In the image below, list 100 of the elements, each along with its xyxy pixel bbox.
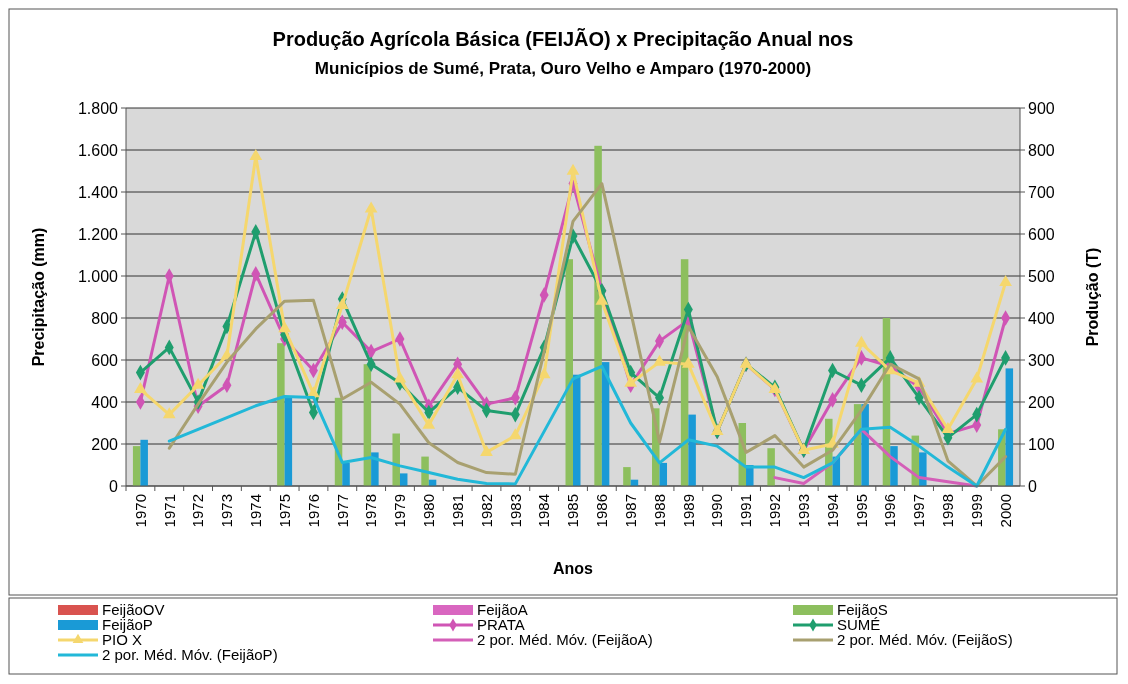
x-tick-label: 1971 bbox=[160, 494, 178, 528]
y2-tick-label: 400 bbox=[1028, 309, 1055, 327]
point bbox=[682, 356, 695, 368]
x-tick-label: 1990 bbox=[708, 494, 726, 528]
bar bbox=[1005, 368, 1014, 486]
point bbox=[710, 424, 724, 436]
point bbox=[855, 335, 868, 347]
bar bbox=[767, 448, 775, 486]
y2-tick-label: 900 bbox=[1028, 99, 1055, 117]
point bbox=[451, 367, 464, 379]
x-tick-label: 1974 bbox=[247, 494, 265, 528]
point bbox=[162, 407, 176, 419]
x-tick-label: 1998 bbox=[939, 494, 957, 528]
bar bbox=[919, 452, 927, 486]
y-tick-label: 400 bbox=[91, 393, 119, 411]
point bbox=[508, 428, 522, 440]
x-tick-label: 1988 bbox=[650, 494, 668, 528]
x-tick-label: 1970 bbox=[131, 494, 149, 528]
y-tick-label: 1.600 bbox=[77, 141, 119, 159]
x-tick-label: 1994 bbox=[823, 494, 841, 528]
x-tick-label: 1996 bbox=[881, 494, 899, 528]
point bbox=[970, 371, 984, 383]
y2-tick-label: 500 bbox=[1028, 267, 1055, 285]
bar bbox=[392, 433, 400, 486]
y2-tick-label: 800 bbox=[1028, 141, 1055, 159]
point bbox=[797, 442, 811, 454]
x-tick-label: 1981 bbox=[448, 494, 466, 528]
x-tick-label: 1999 bbox=[967, 494, 985, 528]
point bbox=[595, 293, 609, 305]
chart-subtitle: Municípios de Sumé, Prata, Ouro Velho e Amparo (1970-2000) bbox=[314, 59, 812, 78]
point bbox=[191, 377, 205, 389]
x-tick-label: 1972 bbox=[189, 494, 207, 528]
x-tick-label: 1976 bbox=[304, 494, 322, 528]
chart-title: Produção Agrícola Básica (FEIJÃO) x Precipitação Anual nos bbox=[272, 28, 854, 50]
point bbox=[364, 201, 378, 213]
bar bbox=[342, 462, 350, 486]
point bbox=[278, 321, 291, 333]
x-tick-label: 1982 bbox=[477, 494, 495, 528]
x-tick-label: 1985 bbox=[564, 494, 582, 528]
point bbox=[566, 163, 580, 175]
bar bbox=[623, 467, 631, 486]
y-tick-label: 1.400 bbox=[77, 183, 119, 201]
bar bbox=[140, 439, 148, 486]
point bbox=[393, 371, 407, 383]
y2-tick-label: 0 bbox=[1028, 477, 1037, 495]
x-tick-label: 1984 bbox=[535, 494, 553, 528]
x-tick-label: 1975 bbox=[275, 494, 293, 528]
y-tick-label: 0 bbox=[109, 477, 119, 495]
legend-label: SUMÉ bbox=[837, 616, 881, 634]
bar bbox=[371, 452, 379, 486]
y-axis-title: Precipitação (mm) bbox=[30, 227, 47, 367]
x-tick-label: 1987 bbox=[621, 494, 639, 528]
point bbox=[335, 298, 349, 310]
y2-tick-label: 200 bbox=[1028, 393, 1055, 411]
bar bbox=[277, 343, 285, 486]
point bbox=[653, 354, 666, 366]
bar bbox=[573, 374, 581, 486]
y-tick-label: 1.200 bbox=[77, 225, 119, 243]
point bbox=[941, 421, 955, 433]
legend-label: FeijãoA bbox=[477, 601, 528, 619]
point bbox=[249, 148, 263, 160]
legend-label: 2 por. Méd. Móv. (FeijãoP) bbox=[102, 646, 278, 664]
point bbox=[134, 382, 147, 394]
y2-axis-title: Produção (T) bbox=[1084, 247, 1101, 347]
y-tick-label: 1.000 bbox=[77, 267, 119, 285]
bar bbox=[688, 414, 696, 486]
x-tick-label: 1973 bbox=[218, 494, 236, 528]
y2-tick-label: 100 bbox=[1028, 435, 1055, 453]
x-tick-label: 1986 bbox=[593, 494, 611, 528]
y2-tick-label: 300 bbox=[1028, 351, 1055, 369]
legend-label: 2 por. Méd. Móv. (FeijãoA) bbox=[477, 631, 653, 649]
x-tick-label: 1983 bbox=[506, 494, 524, 528]
x-tick-label: 1995 bbox=[852, 494, 870, 528]
x-tick-label: 1977 bbox=[333, 494, 351, 528]
bar bbox=[594, 145, 602, 486]
y-tick-label: 600 bbox=[91, 351, 119, 369]
legend-label: FeijãoS bbox=[837, 601, 888, 619]
x-tick-label: 1978 bbox=[362, 494, 380, 528]
legend-label: FeijãoOV bbox=[102, 601, 165, 619]
x-tick-label: 1997 bbox=[910, 494, 928, 528]
y-tick-label: 200 bbox=[91, 435, 119, 453]
x-tick-label: 1989 bbox=[679, 494, 697, 528]
x-tick-label: 1979 bbox=[391, 494, 409, 528]
point bbox=[480, 445, 493, 457]
x-tick-label: 1980 bbox=[420, 494, 438, 528]
legend-label: 2 por. Méd. Móv. (FeijãoS) bbox=[837, 631, 1013, 649]
y-tick-label: 800 bbox=[91, 309, 119, 327]
point bbox=[999, 274, 1012, 286]
x-tick-label: 1993 bbox=[794, 494, 812, 528]
y2-tick-label: 600 bbox=[1028, 225, 1055, 243]
x-axis-title: Anos bbox=[553, 560, 594, 577]
y2-tick-label: 700 bbox=[1028, 183, 1055, 201]
line-series bbox=[167, 364, 1008, 488]
x-tick-label: 1992 bbox=[766, 494, 784, 528]
point bbox=[422, 417, 436, 429]
bar bbox=[890, 446, 898, 486]
x-tick-label: 1991 bbox=[737, 494, 755, 528]
bar bbox=[565, 259, 573, 486]
bar bbox=[284, 397, 293, 486]
y-tick-label: 1.800 bbox=[77, 99, 119, 117]
